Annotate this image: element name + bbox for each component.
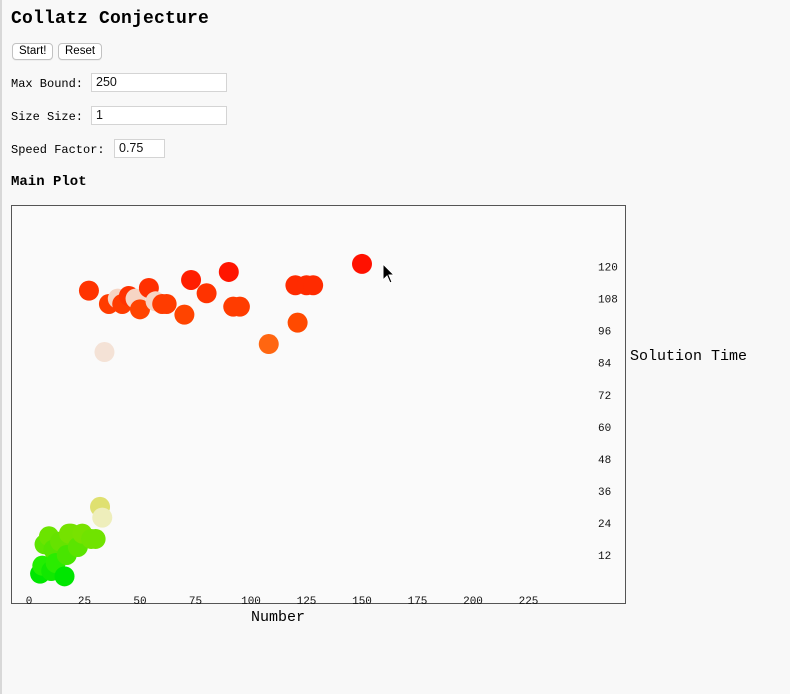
start-button[interactable]: Start! — [12, 43, 54, 60]
y-axis-label: Solution Time — [630, 348, 748, 365]
size-label: Size Size: — [11, 110, 84, 124]
data-point — [54, 566, 75, 587]
data-point — [196, 283, 217, 304]
data-point — [181, 269, 202, 290]
x-tick-label: 100 — [241, 596, 261, 608]
data-point — [218, 261, 239, 282]
mouse-cursor-icon — [382, 262, 396, 284]
x-tick-label: 25 — [78, 596, 91, 608]
data-point — [85, 528, 106, 549]
max-bound-input[interactable]: 250 — [91, 73, 227, 92]
data-point — [130, 299, 150, 320]
data-point — [229, 296, 250, 317]
y-tick-label: 108 — [598, 295, 618, 307]
reset-button[interactable]: Reset — [58, 43, 103, 60]
x-tick-label: 200 — [463, 596, 483, 608]
x-tick-label: 150 — [352, 596, 372, 608]
speed-factor-label: Speed Factor: — [11, 143, 105, 157]
x-tick-label: 175 — [408, 596, 428, 608]
y-tick-label: 60 — [598, 423, 611, 435]
x-tick-label: 75 — [189, 596, 202, 608]
x-axis-label: Number — [251, 609, 306, 626]
data-point — [287, 312, 308, 333]
page-title: Collatz Conjecture — [11, 9, 210, 29]
data-point — [94, 342, 115, 363]
data-point — [92, 507, 113, 528]
y-tick-label: 120 — [598, 263, 618, 275]
x-tick-label: 50 — [133, 596, 146, 608]
x-tick-label: 125 — [297, 596, 317, 608]
y-tick-label: 84 — [598, 359, 612, 371]
data-point — [303, 275, 324, 296]
data-point — [174, 304, 195, 325]
max-bound-label: Max Bound: — [11, 77, 84, 91]
y-tick-label: 72 — [598, 391, 611, 403]
y-tick-label: 36 — [598, 487, 611, 499]
size-input[interactable]: 1 — [91, 106, 227, 125]
y-tick-label: 48 — [598, 455, 611, 467]
plot-area — [11, 205, 626, 604]
y-tick-label: 24 — [598, 519, 612, 531]
x-tick-label: 0 — [26, 596, 33, 608]
data-point — [258, 334, 279, 355]
y-tick-label: 96 — [598, 327, 611, 339]
plot-heading: Main Plot — [11, 174, 87, 190]
data-point — [156, 293, 177, 314]
x-tick-label: 225 — [519, 596, 539, 608]
data-point — [352, 253, 372, 274]
data-point — [78, 280, 99, 301]
y-tick-label: 12 — [598, 551, 611, 563]
window-edge — [0, 0, 2, 694]
speed-factor-input[interactable]: 0.75 — [114, 139, 165, 158]
